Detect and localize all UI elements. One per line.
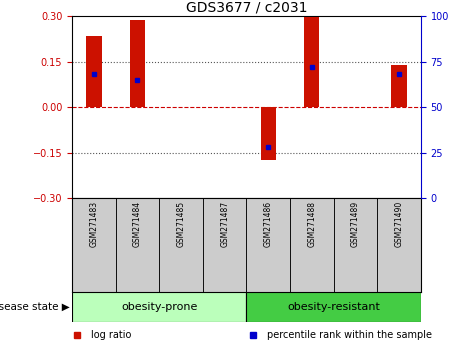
Text: percentile rank within the sample: percentile rank within the sample	[267, 330, 432, 340]
Text: GSM271483: GSM271483	[89, 201, 99, 247]
Bar	[392, 64, 407, 107]
Text: GSM271484: GSM271484	[133, 201, 142, 247]
Title: GDS3677 / c2031: GDS3677 / c2031	[186, 1, 307, 15]
Bar	[86, 36, 101, 107]
Text: GSM271489: GSM271489	[351, 201, 360, 247]
Bar	[333, 198, 377, 292]
Text: GSM271485: GSM271485	[177, 201, 186, 247]
Text: GSM271486: GSM271486	[264, 201, 273, 247]
Text: obesity-prone: obesity-prone	[121, 302, 198, 312]
Bar	[130, 21, 145, 107]
Text: obesity-resistant: obesity-resistant	[287, 302, 380, 312]
Text: GSM271490: GSM271490	[394, 201, 404, 247]
Bar	[260, 107, 276, 160]
Bar	[290, 198, 333, 292]
Bar	[72, 292, 246, 322]
Text: disease state ▶: disease state ▶	[0, 302, 70, 312]
Text: GSM271487: GSM271487	[220, 201, 229, 247]
Bar	[72, 198, 116, 292]
Bar	[159, 198, 203, 292]
Text: log ratio: log ratio	[91, 330, 131, 340]
Bar	[246, 198, 290, 292]
Bar	[246, 292, 421, 322]
Text: GSM271488: GSM271488	[307, 201, 316, 247]
Bar	[203, 198, 246, 292]
Bar	[377, 198, 421, 292]
Bar	[304, 17, 319, 107]
Bar	[116, 198, 159, 292]
